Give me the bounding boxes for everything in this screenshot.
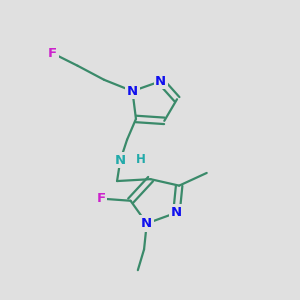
- Text: N: N: [155, 75, 166, 88]
- Text: N: N: [171, 206, 182, 219]
- Text: N: N: [141, 217, 152, 230]
- Text: F: F: [96, 192, 105, 205]
- Text: F: F: [48, 47, 57, 60]
- Text: H: H: [136, 153, 146, 166]
- Text: N: N: [127, 85, 138, 98]
- Text: N: N: [115, 154, 126, 167]
